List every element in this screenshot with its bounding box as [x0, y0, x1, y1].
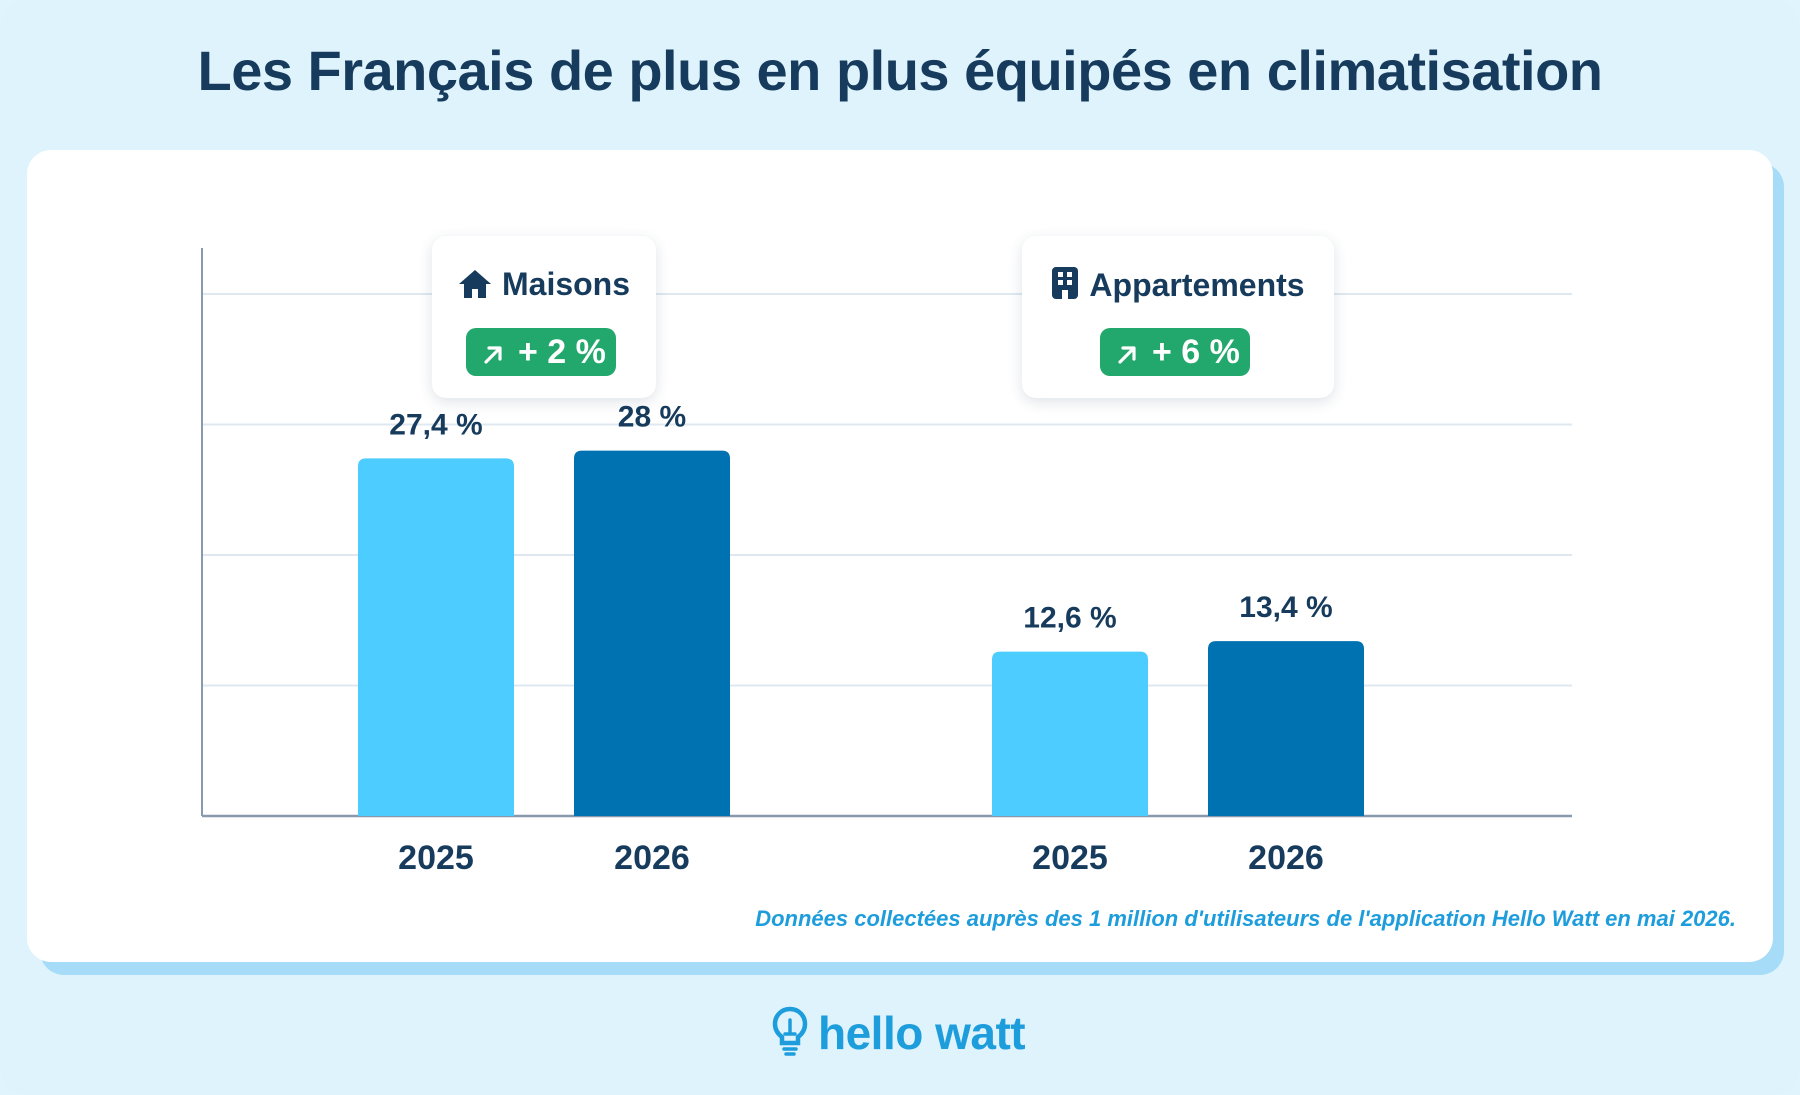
group-callout-maisons: Maisons + 2 %: [432, 236, 656, 398]
data-label: 13,4 %: [1239, 591, 1332, 624]
group-header-appartements: Appartements: [1022, 266, 1334, 308]
house-icon: [458, 269, 492, 307]
bar-maisons-2026: [574, 450, 730, 816]
logo-text: hello watt: [818, 1007, 1026, 1059]
arrow-up-right-icon: [482, 331, 504, 379]
change-badge-appartements: + 6 %: [1100, 328, 1250, 376]
lightbulb-icon: [772, 1006, 808, 1061]
chart-title: Les Français de plus en plus équipés en …: [197, 39, 1603, 102]
x-tick-label: 2025: [398, 839, 474, 877]
change-value-appartements: + 6 %: [1152, 333, 1240, 371]
x-tick-label: 2026: [1248, 839, 1324, 877]
bar-maisons-2025: [358, 458, 514, 816]
group-label-appartements: Appartements: [1089, 267, 1305, 303]
data-label: 12,6 %: [1023, 602, 1116, 635]
change-badge-maisons: + 2 %: [466, 328, 616, 376]
arrow-up-right-icon: [1116, 331, 1138, 379]
x-tick-label: 2025: [1032, 839, 1108, 877]
bar-appartements-2025: [992, 651, 1148, 816]
bar-appartements-2026: [1208, 641, 1364, 816]
source-note: Données collectées auprès des 1 million …: [755, 906, 1736, 931]
data-label: 27,4 %: [389, 408, 482, 441]
group-callout-appartements: Appartements + 6 %: [1022, 236, 1334, 398]
group-label-maisons: Maisons: [501, 266, 631, 302]
group-header-maisons: Maisons: [432, 266, 656, 307]
change-value-maisons: + 2 %: [518, 333, 606, 371]
building-icon: [1051, 266, 1079, 308]
hello-watt-logo: hello watt: [772, 1006, 1026, 1061]
x-tick-label: 2026: [614, 839, 690, 877]
data-label: 28 %: [618, 401, 686, 434]
